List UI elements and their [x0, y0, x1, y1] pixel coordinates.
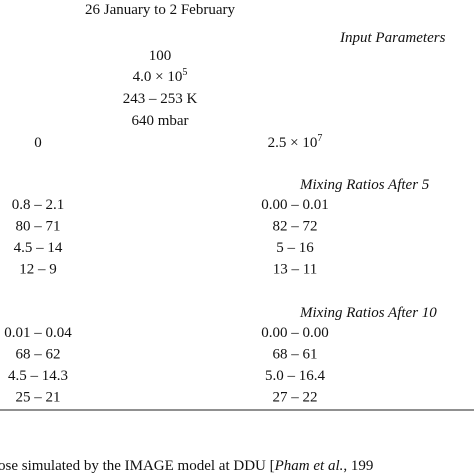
footnote-text: , 199 [343, 458, 373, 474]
cell-base: 2.5 × 10 [268, 135, 318, 151]
cell: 80 – 71 [16, 219, 61, 235]
cell: 640 mbar [131, 113, 188, 129]
footnote-author: Pham et al. [274, 458, 344, 474]
cell: 12 – 9 [19, 262, 57, 278]
cell: 68 – 62 [16, 347, 61, 363]
cell: 0 [34, 135, 42, 151]
cell-exp: 7 [317, 133, 322, 144]
cell-base: 4.0 × 10 [133, 69, 183, 85]
section-rows: 0.01 – 0.04 0.00 – 0.00 68 – 62 68 – 61 4.5 … [4, 325, 329, 406]
cell: 0.01 – 0.04 [4, 325, 72, 341]
section-rows: 0.8 – 2.1 0.00 – 0.01 80 – 71 82 – 72 4.5 – … [12, 197, 329, 278]
cell: 68 – 61 [273, 347, 318, 363]
cell: 13 – 11 [273, 262, 317, 278]
cell: 2.5 × 107 [268, 133, 323, 151]
cell: 0.8 – 2.1 [12, 197, 65, 213]
cell: 4.0 × 105 [133, 67, 188, 85]
cell: 27 – 22 [273, 390, 318, 406]
cell: 82 – 72 [273, 219, 318, 235]
section-title: Mixing Ratios After 10 [299, 305, 437, 321]
cell: 25 – 21 [16, 390, 61, 406]
cell: 4.5 – 14 [14, 240, 63, 256]
cell: 243 – 253 K [123, 91, 198, 107]
cell: 0.00 – 0.01 [261, 197, 329, 213]
date-range: 26 January to 2 February [85, 2, 235, 18]
cell: 5.0 – 16.4 [265, 368, 326, 384]
cell-exp: 5 [182, 67, 187, 78]
section-title: Mixing Ratios After 5 [299, 177, 430, 193]
cell: 0.00 – 0.00 [261, 325, 329, 341]
cell: 5 – 16 [276, 240, 314, 256]
cell: 100 [149, 48, 172, 64]
section-title: Input Parameters [339, 30, 446, 46]
footnote-text: ose simulated by the IMAGE model at DDU … [0, 458, 275, 474]
cell: 4.5 – 14.3 [8, 368, 68, 384]
footnote: ose simulated by the IMAGE model at DDU … [0, 458, 373, 474]
